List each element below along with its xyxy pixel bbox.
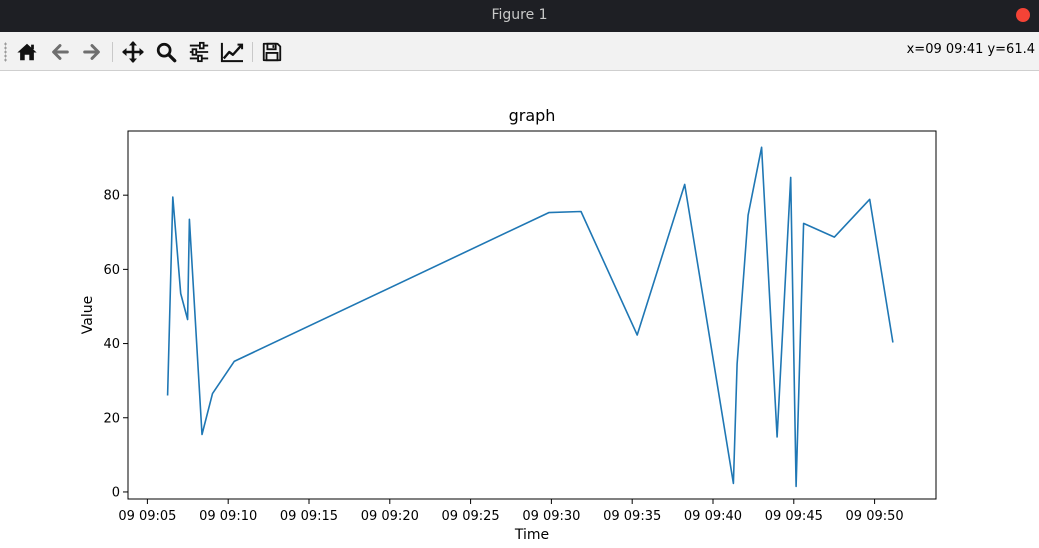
toolbar-separator [252,42,253,62]
y-tick-label: 0 [112,485,120,500]
x-tick-label: 09 09:50 [846,509,904,524]
x-tick-label: 09 09:40 [684,509,742,524]
search-icon [156,42,177,63]
plot-area[interactable] [127,130,937,500]
window-title: Figure 1 [491,7,548,23]
x-tick-label: 09 09:10 [199,509,257,524]
y-tick-label: 40 [103,337,120,352]
window-titlebar: Figure 1 [0,0,1039,32]
home-button[interactable] [15,40,39,64]
x-tick-label: 09 09:30 [522,509,580,524]
x-axis: 09 09:05 09 09:10 09 09:15 09 09:20 09 09:25… [118,499,904,524]
x-tick-label: 09 09:25 [442,509,500,524]
x-tick-label: 09 09:45 [765,509,823,524]
home-icon [17,43,37,61]
y-tick-label: 20 [103,411,120,426]
floppy-disk-icon [262,42,282,62]
zoom-button[interactable] [154,40,178,64]
edit-axes-button[interactable] [220,40,244,64]
forward-button[interactable] [80,40,104,64]
series-line [166,146,894,488]
save-button[interactable] [260,40,284,64]
cursor-coordinates: x=09 09:41 y=61.4 [906,42,1035,57]
chart[interactable]: graph 0 20 40 60 80 09 09:05 09 09:10 09 09:15… [0,71,1039,548]
toolbar: x=09 09:41 y=61.4 [0,32,1039,71]
chart-title: graph [509,106,556,125]
pan-button[interactable] [121,40,145,64]
y-axis: 0 20 40 60 80 [103,189,128,500]
y-axis-label: Value [80,296,96,334]
move-icon [122,41,144,63]
line-chart-icon [220,42,244,63]
x-tick-label: 09 09:15 [280,509,338,524]
x-axis-label: Time [514,527,549,543]
x-tick-label: 09 09:20 [361,509,419,524]
window-close-button[interactable] [1016,8,1030,22]
arrow-right-icon [83,44,100,60]
y-tick-label: 60 [103,263,120,278]
back-button[interactable] [48,40,72,64]
subplots-button[interactable] [187,40,211,64]
x-tick-label: 09 09:05 [118,509,176,524]
y-tick-label: 80 [103,189,120,204]
toolbar-grip[interactable] [4,42,7,62]
x-tick-label: 09 09:35 [603,509,661,524]
arrow-left-icon [52,44,69,60]
sliders-icon [189,41,209,63]
toolbar-separator [112,42,113,62]
